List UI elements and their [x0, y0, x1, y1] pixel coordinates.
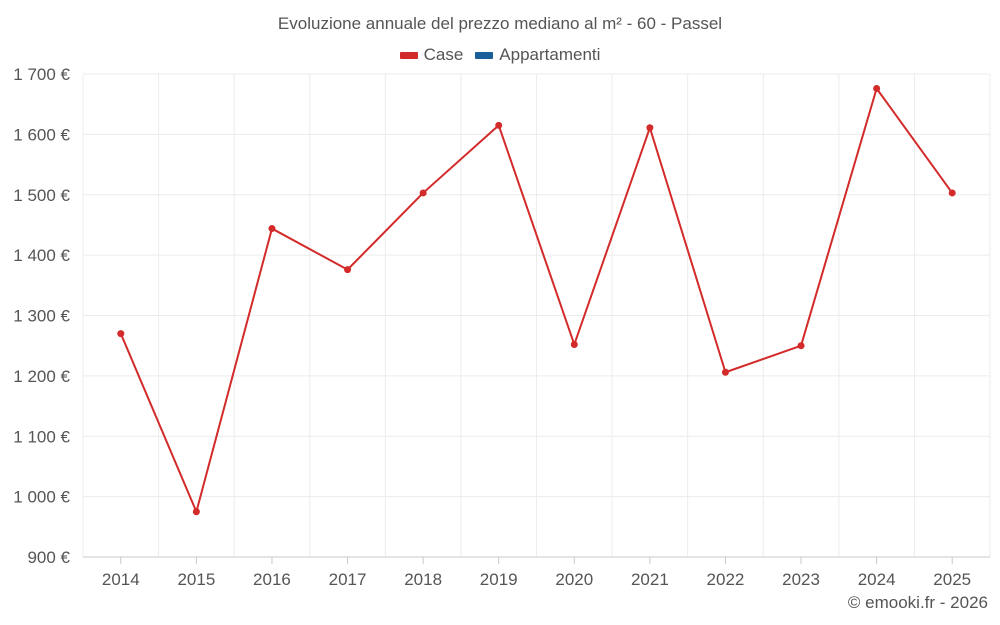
x-tick-label: 2021: [631, 570, 669, 589]
data-point[interactable]: [192, 508, 200, 516]
data-point[interactable]: [873, 84, 881, 92]
data-point[interactable]: [419, 189, 427, 197]
x-tick-label: 2024: [858, 570, 896, 589]
legend-swatch-appartamenti: [475, 51, 494, 59]
data-point[interactable]: [268, 225, 276, 233]
x-tick-label: 2014: [102, 570, 140, 589]
x-tick-label: 2025: [933, 570, 971, 589]
y-tick-label: 1 100 €: [13, 427, 70, 446]
x-tick-label: 2023: [782, 570, 820, 589]
y-tick-label: 900 €: [27, 548, 70, 567]
legend-label-case: Case: [423, 45, 464, 64]
y-tick-label: 1 200 €: [13, 367, 70, 386]
y-tick-label: 1 000 €: [13, 488, 70, 507]
legend-swatch-case: [399, 51, 418, 59]
y-tick-label: 1 600 €: [13, 125, 70, 144]
data-point[interactable]: [344, 266, 352, 274]
y-tick-label: 1 700 €: [13, 65, 70, 84]
data-point[interactable]: [797, 342, 805, 350]
x-tick-label: 2016: [253, 570, 291, 589]
data-point[interactable]: [117, 330, 125, 338]
credit-text: © emooki.fr - 2026: [847, 593, 988, 612]
data-point[interactable]: [646, 124, 654, 132]
data-point[interactable]: [721, 368, 729, 376]
x-tick-label: 2022: [707, 570, 745, 589]
y-tick-label: 1 500 €: [13, 186, 70, 205]
chart-title: Evoluzione annuale del prezzo mediano al…: [277, 14, 723, 33]
legend-item-appartamenti[interactable]: Appartamenti: [475, 45, 600, 65]
x-tick-label: 2020: [555, 570, 593, 589]
data-point[interactable]: [570, 340, 578, 348]
x-tick-label: 2018: [404, 570, 442, 589]
data-point[interactable]: [495, 121, 503, 129]
y-tick-label: 1 300 €: [13, 307, 70, 326]
y-tick-label: 1 400 €: [13, 246, 70, 265]
legend-item-case[interactable]: Case: [399, 45, 464, 65]
x-tick-label: 2017: [329, 570, 367, 589]
series-line-case: [119, 87, 954, 513]
data-point[interactable]: [948, 189, 956, 197]
x-tick-label: 2015: [177, 570, 215, 589]
legend-label-appartamenti: Appartamenti: [499, 45, 601, 64]
x-tick-label: 2019: [480, 570, 518, 589]
legend: Case Appartamenti: [0, 45, 1000, 65]
